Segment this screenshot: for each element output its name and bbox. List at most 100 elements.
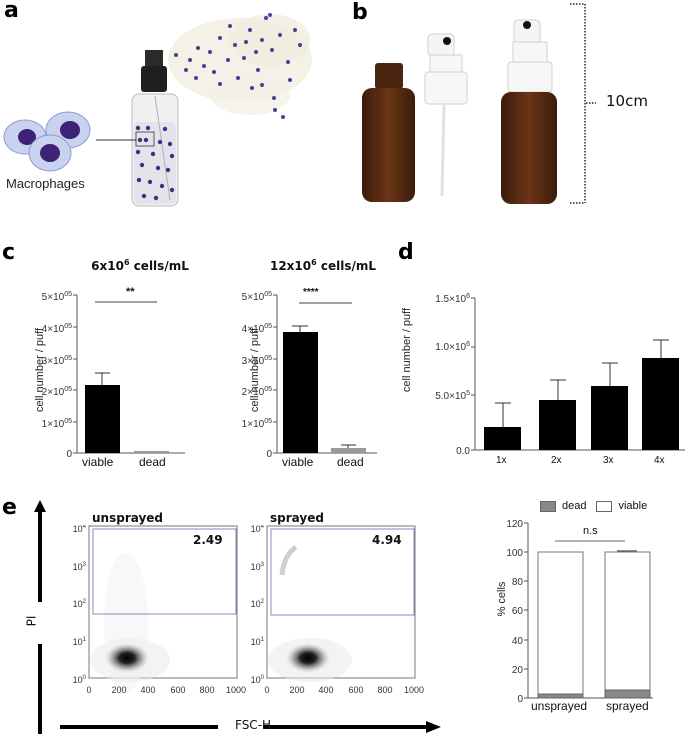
svg-text:3×1005: 3×1005 (42, 355, 72, 367)
svg-text:800: 800 (377, 685, 392, 695)
open-bottle-icon (362, 63, 415, 202)
svg-text:0: 0 (264, 685, 269, 695)
fsc-axis-arrow-icon (60, 721, 441, 733)
chart-e-xtick-sprayed: sprayed (606, 699, 649, 713)
chart-c2: 5×1005 4×1005 3×1005 2×1005 1×1005 0 (242, 291, 377, 460)
svg-text:100: 100 (251, 675, 265, 685)
bar-unsprayed-dead (537, 693, 584, 699)
svg-text:0: 0 (517, 694, 523, 705)
svg-text:400: 400 (318, 685, 333, 695)
pi-axis-arrow-icon (34, 500, 46, 734)
svg-text:1×1005: 1×1005 (242, 418, 272, 430)
legend-label-dead: dead (562, 500, 587, 512)
legend-swatch-viable (596, 500, 613, 512)
chart-c2-significance: **** (303, 287, 319, 298)
svg-text:103: 103 (251, 562, 265, 572)
svg-text:4×1005: 4×1005 (242, 323, 272, 335)
bar-3x (591, 386, 628, 450)
scale-label: 10cm (606, 92, 648, 110)
scale-bracket (570, 3, 596, 204)
svg-text:2×1005: 2×1005 (242, 386, 272, 398)
chart-c1: 5×1005 4×1005 3×1005 2×1005 1×1005 0 (42, 291, 185, 460)
svg-text:60: 60 (512, 606, 524, 617)
panel-letter-b: b (352, 0, 368, 25)
svg-text:2×1005: 2×1005 (42, 386, 72, 398)
flow-unsprayed-title: unsprayed (92, 511, 164, 525)
svg-text:0: 0 (86, 685, 91, 695)
svg-text:0: 0 (66, 449, 72, 460)
legend-label-viable: viable (618, 500, 648, 512)
svg-text:80: 80 (512, 577, 524, 588)
chart-e-legend: dead viable (540, 500, 647, 512)
svg-text:104: 104 (73, 525, 87, 534)
chart-e-significance: n.s (583, 525, 598, 537)
svg-text:600: 600 (348, 685, 363, 695)
spray-mist-icon (168, 13, 312, 119)
chart-c2-title: 12x106 cells/mL (269, 258, 377, 273)
macrophage-cells-icon (3, 111, 91, 172)
panel-letter-d: d (398, 240, 414, 265)
spray-bottle-illustration (3, 13, 312, 207)
panel-letter-c: c (2, 240, 16, 265)
svg-text:1.0×106: 1.0×106 (435, 341, 470, 353)
chart-c1-xtick-viable: viable (82, 455, 114, 469)
bar-sprayed-dead (604, 689, 651, 699)
bar-sprayed-viable (604, 551, 651, 691)
panel-letter-e: e (2, 495, 17, 520)
gate-percent-sprayed: 4.94 (372, 533, 402, 547)
svg-text:1000: 1000 (226, 685, 246, 695)
svg-text:103: 103 (73, 562, 87, 572)
flow-plot-unsprayed: 104 103 102 101 100 0 200 400 600 800 1000 (73, 525, 246, 695)
panel-letter-a: a (4, 0, 19, 23)
svg-text:0.0: 0.0 (456, 446, 470, 457)
svg-text:4×1005: 4×1005 (42, 323, 72, 335)
chart-c1-title: 6x106 cells/mL (91, 258, 189, 273)
spray-pump-icon (424, 33, 468, 197)
macrophages-label: Macrophages (6, 176, 85, 191)
chart-e-xtick-unsprayed: unsprayed (531, 699, 588, 713)
svg-text:1×1005: 1×1005 (42, 418, 72, 430)
chart-d: 1.5×106 1.0×106 5.0×105 0.0 (435, 293, 685, 457)
chart-c2-xtick-viable: viable (282, 455, 314, 469)
bar-dead (331, 448, 366, 453)
chart-e-stacked: 120 100 80 60 40 20 0 (506, 519, 653, 705)
svg-text:200: 200 (111, 685, 126, 695)
svg-text:20: 20 (512, 665, 524, 676)
svg-text:101: 101 (73, 637, 87, 647)
svg-text:400: 400 (140, 685, 155, 695)
svg-text:0: 0 (266, 449, 272, 460)
bar-unsprayed-viable (537, 551, 584, 695)
flow-plot-sprayed: 104 103 102 101 100 0 200 400 600 800 1000 (251, 525, 424, 695)
gate-percent-unsprayed: 2.49 (193, 533, 223, 547)
bar-viable (283, 332, 318, 453)
bar-viable (85, 385, 120, 453)
svg-text:102: 102 (73, 599, 87, 609)
svg-text:5×1005: 5×1005 (42, 291, 72, 303)
svg-text:101: 101 (251, 637, 265, 647)
chart-c2-xtick-dead: dead (337, 455, 364, 469)
chart-d-xtick-4x: 4x (654, 455, 665, 466)
svg-text:3×1005: 3×1005 (242, 355, 272, 367)
bottle-icon (131, 50, 179, 207)
svg-text:120: 120 (506, 519, 523, 530)
svg-text:200: 200 (289, 685, 304, 695)
chart-d-xtick-2x: 2x (551, 455, 562, 466)
fsc-axis-label: FSC-H (235, 718, 272, 732)
amber-bottles-photo (362, 3, 596, 204)
bar-1x (484, 427, 521, 450)
bar-2x (539, 400, 576, 450)
pi-axis-label: PI (24, 615, 39, 627)
svg-text:1000: 1000 (404, 685, 424, 695)
svg-text:104: 104 (251, 525, 265, 534)
svg-text:5×1005: 5×1005 (242, 291, 272, 303)
assembled-bottle-icon (501, 19, 557, 204)
chart-c1-xtick-dead: dead (139, 455, 166, 469)
chart-d-xtick-1x: 1x (496, 455, 507, 466)
chart-d-xtick-3x: 3x (603, 455, 614, 466)
svg-text:600: 600 (170, 685, 185, 695)
svg-text:800: 800 (199, 685, 214, 695)
svg-text:1.5×106: 1.5×106 (435, 293, 470, 305)
svg-text:102: 102 (251, 599, 265, 609)
svg-text:40: 40 (512, 636, 524, 647)
bar-4x (642, 358, 679, 450)
